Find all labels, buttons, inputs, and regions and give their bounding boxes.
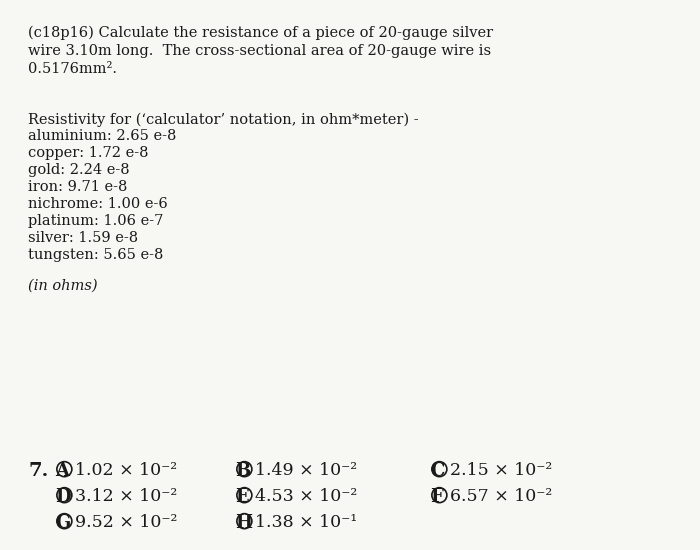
Text: 0.5176mm².: 0.5176mm². [28, 62, 117, 76]
Text: E: E [235, 488, 248, 506]
Text: 2.15 × 10⁻²: 2.15 × 10⁻² [450, 462, 552, 479]
Text: D: D [55, 488, 71, 506]
Text: 1.02 × 10⁻²: 1.02 × 10⁻² [75, 462, 177, 479]
Text: 6.57 × 10⁻²: 6.57 × 10⁻² [450, 488, 552, 505]
Text: copper: 1.72 e-8: copper: 1.72 e-8 [28, 146, 148, 161]
Text: 1.49 × 10⁻²: 1.49 × 10⁻² [255, 462, 357, 479]
Text: aluminium: 2.65 e-8: aluminium: 2.65 e-8 [28, 129, 176, 144]
Text: H: H [235, 514, 252, 532]
Text: 9.52 × 10⁻²: 9.52 × 10⁻² [75, 514, 177, 531]
Text: B: B [235, 462, 251, 480]
Text: (in ohms): (in ohms) [28, 279, 97, 293]
Text: C: C [430, 462, 444, 480]
Text: F: F [430, 488, 443, 506]
Text: wire 3.10m long.  The cross-sectional area of 20-gauge wire is: wire 3.10m long. The cross-sectional are… [28, 44, 491, 58]
Text: platinum: 1.06 e-7: platinum: 1.06 e-7 [28, 214, 163, 228]
Text: tungsten: 5.65 e-8: tungsten: 5.65 e-8 [28, 249, 163, 262]
Text: nichrome: 1.00 e-6: nichrome: 1.00 e-6 [28, 197, 168, 211]
Text: gold: 2.24 e-8: gold: 2.24 e-8 [28, 163, 130, 178]
Text: 3.12 × 10⁻²: 3.12 × 10⁻² [75, 488, 177, 505]
Text: 1.38 × 10⁻¹: 1.38 × 10⁻¹ [255, 514, 357, 531]
Text: iron: 9.71 e-8: iron: 9.71 e-8 [28, 180, 127, 194]
Text: silver: 1.59 e-8: silver: 1.59 e-8 [28, 232, 138, 245]
Text: 7.: 7. [28, 462, 48, 480]
Text: 4.53 × 10⁻²: 4.53 × 10⁻² [255, 488, 357, 505]
Text: (c18p16) Calculate the resistance of a piece of 20-gauge silver: (c18p16) Calculate the resistance of a p… [28, 26, 493, 40]
Text: G: G [55, 514, 70, 532]
Text: A: A [55, 462, 69, 480]
Text: Resistivity for (‘calculator’ notation, in ohm*meter) -: Resistivity for (‘calculator’ notation, … [28, 112, 419, 127]
